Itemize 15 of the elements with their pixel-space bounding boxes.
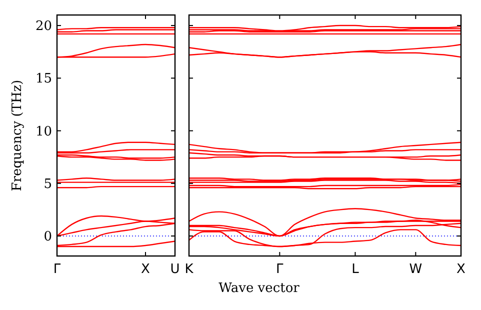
x-tick-label: L <box>352 262 360 277</box>
y-tick-label: 0 <box>44 230 52 245</box>
x-tick-label: W <box>409 262 422 277</box>
x-tick-label: Γ <box>276 262 284 277</box>
y-axis-title: Frequency (THz) <box>10 80 25 192</box>
x-tick-label: Γ <box>53 262 62 277</box>
x-tick-label: K <box>184 262 194 277</box>
x-tick-label: X <box>141 262 150 277</box>
y-tick-label: 10 <box>35 124 52 140</box>
x-tick-label: X <box>456 262 466 277</box>
y-tick-label: 15 <box>35 72 52 87</box>
x-axis-title: Wave vector <box>218 281 300 296</box>
y-tick-label: 5 <box>44 176 52 192</box>
x-tick-label: U <box>170 262 180 277</box>
y-tick-label: 20 <box>35 19 52 34</box>
